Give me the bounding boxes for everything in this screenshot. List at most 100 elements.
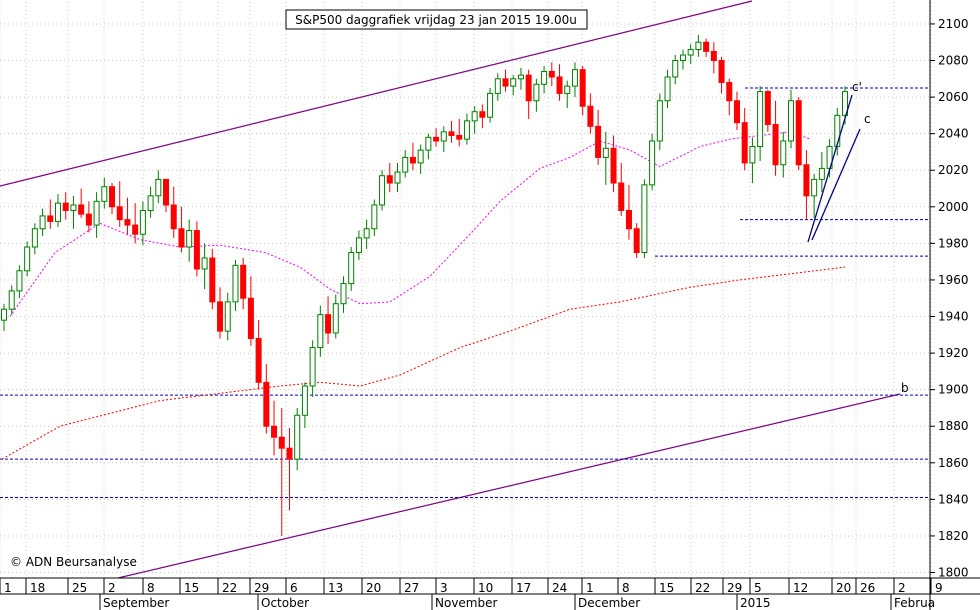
candle-up [656, 100, 663, 142]
moving-averages [1, 131, 846, 460]
x-tick-label: 8 [622, 581, 630, 595]
x-tick-label: 2 [108, 581, 116, 595]
candle-up [24, 246, 31, 272]
y-tick-label: 1800 [938, 566, 969, 580]
x-tick-label: 18 [30, 581, 45, 595]
candle-down [62, 202, 69, 211]
candle-up [232, 264, 239, 303]
candle-up [533, 83, 540, 102]
candle-up [355, 237, 362, 254]
candle-up [363, 228, 370, 239]
candle-up [494, 78, 501, 94]
candle-down [456, 134, 463, 140]
candle-down [710, 50, 717, 62]
wave-trendlines [807, 94, 861, 243]
y-tick-label: 1880 [938, 419, 969, 433]
candle-up [139, 209, 146, 235]
candle-up [695, 41, 702, 51]
chart-title-text: S&P500 daggrafiek vrijdag 23 jan 2015 19… [295, 13, 577, 27]
candle-up [425, 136, 432, 151]
candle-up [463, 120, 470, 140]
x-tick-label: 20 [366, 581, 381, 595]
candle-up [649, 140, 656, 186]
x-month-label: November [435, 596, 497, 610]
candle-up [672, 60, 679, 78]
candle-down [109, 186, 116, 208]
candle-up [517, 74, 524, 80]
candle-down [803, 164, 810, 197]
candle-down [247, 297, 254, 339]
candle-down [240, 264, 247, 299]
candle-up [842, 91, 848, 116]
candle-up [402, 156, 409, 173]
candle-up [641, 184, 648, 254]
x-tick-label: 26 [860, 581, 875, 595]
candle-down [479, 111, 486, 118]
candle-down [502, 78, 509, 87]
candles [1, 34, 848, 536]
x-tick-label: 25 [72, 581, 87, 595]
candle-up [147, 195, 154, 211]
x-month-label: 2015 [740, 596, 771, 610]
candle-down [548, 70, 555, 78]
x-tick-label: 29 [727, 581, 742, 595]
candle-up [317, 314, 324, 349]
x-month-label: Februa [894, 596, 935, 610]
candle-up [55, 202, 62, 222]
x-tick-label: 17 [516, 581, 531, 595]
trendline-c [811, 128, 861, 241]
candle-up [602, 147, 609, 158]
candle-up [541, 70, 548, 85]
x-tick-label: 9 [935, 581, 943, 595]
x-tick-label: 1 [586, 581, 594, 595]
candle-down [217, 301, 224, 332]
candle-up [332, 303, 339, 334]
x-tick-label: 6 [290, 581, 298, 595]
candle-down [633, 228, 640, 254]
candle-up [679, 54, 686, 62]
candle-down [433, 136, 440, 142]
x-tick-label: 5 [754, 581, 762, 595]
x-tick-label: 27 [404, 581, 419, 595]
candle-down [209, 257, 216, 303]
x-tick-label: 10 [478, 581, 493, 595]
candle-up [811, 178, 818, 197]
x-tick-label: 29 [254, 581, 269, 595]
candle-down [795, 100, 802, 166]
candle-down [733, 100, 740, 124]
channel-lower-line [117, 393, 901, 579]
x-month-label: October [261, 596, 309, 610]
candle-down [718, 60, 725, 83]
candle-down [409, 156, 416, 164]
horizontal-levels [0, 87, 930, 499]
y-tick-label: 2020 [938, 163, 969, 177]
wave-label-c-prime: c' [852, 80, 862, 94]
candle-up [39, 215, 46, 230]
candle-up [186, 230, 193, 248]
candle-down [124, 219, 131, 226]
candle-up [348, 252, 355, 285]
candle-up [417, 149, 424, 164]
x-tick-label: 3 [440, 581, 448, 595]
x-tick-label: 2 [898, 581, 906, 595]
x-month-label: September [103, 596, 169, 610]
candle-down [278, 436, 285, 449]
trendline-c-prime [807, 94, 853, 243]
candle-up [309, 347, 316, 387]
candle-down [703, 41, 710, 52]
candle-up [818, 167, 825, 180]
candle-up [101, 186, 108, 202]
candle-down [286, 447, 293, 460]
candle-down [163, 178, 170, 206]
candle-down [170, 204, 177, 230]
x-tick-label: 13 [328, 581, 343, 595]
y-tick-label: 2000 [938, 200, 969, 214]
candle-up [93, 200, 100, 226]
candle-down [193, 230, 200, 270]
x-tick-label: 24 [552, 581, 567, 595]
candle-up [379, 175, 386, 206]
candle-down [556, 76, 563, 94]
y-tick-label: 1820 [938, 529, 969, 543]
candle-up [471, 111, 478, 122]
